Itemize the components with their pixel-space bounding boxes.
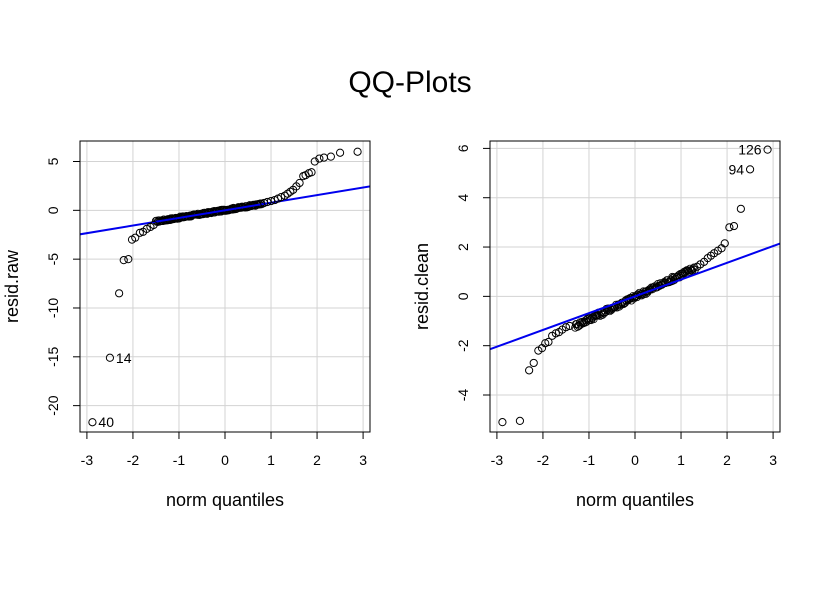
data-point [736,204,745,213]
data-point [88,418,97,427]
x-tick-label: 3 [359,452,367,468]
y-tick-label: 4 [455,194,471,202]
y-axis-label: resid.raw [2,249,22,323]
qq-reference-line [490,242,780,351]
data-point [115,289,124,298]
data-point [286,187,295,196]
data-point [124,255,133,264]
x-tick-label: -2 [127,452,140,468]
data-point [326,152,335,161]
data-point [529,358,538,368]
y-tick-label: -20 [45,395,61,415]
plot-area [490,145,780,427]
x-tick-label: 2 [313,452,321,468]
data-point [277,193,286,202]
qq-plot-panel-clean: -3 -2 -1 0 1 2 3 -4 -2 0 2 4 6 norm quantiles resid.cl… [412,140,781,510]
data-point [525,366,534,375]
data-point [266,196,276,206]
y-tick-label: 0 [455,292,471,300]
x-tick-label: 2 [723,452,731,468]
y-tick-label: -4 [455,389,471,402]
data-point [725,223,734,232]
data-point [307,168,316,177]
x-tick-label: 1 [677,452,685,468]
data-point [729,221,739,231]
data-point [515,416,525,426]
x-tick-label: 3 [769,452,777,468]
data-point [335,148,345,157]
data-point [745,165,755,174]
data-point [149,220,158,230]
plot-area [80,147,370,427]
point-label: 40 [98,414,114,430]
x-tick-label: 0 [221,452,229,468]
x-tick-label: -3 [81,452,94,468]
y-tick-label: -10 [45,298,61,318]
plot-frame [489,140,781,433]
qq-reference-line [80,185,370,236]
y-tick-label: 5 [45,157,61,165]
point-label: 126 [738,142,762,158]
data-point [544,337,553,347]
data-point [565,321,574,331]
data-point [310,157,319,166]
data-point [319,153,329,162]
x-axis-label: norm quantiles [166,490,284,510]
data-point [135,228,144,237]
data-point [353,147,362,156]
data-point [263,197,272,207]
x-axis-label: norm quantiles [576,490,694,510]
data-point [119,256,128,265]
y-tick-label: -15 [45,346,61,366]
y-tick-label: -2 [455,339,471,352]
data-point [131,233,140,242]
x-tick-label: -1 [583,452,596,468]
data-point [315,154,324,163]
bulk-point [689,264,698,273]
y-tick-label: 0 [45,206,61,214]
x-tick-label: -1 [173,452,186,468]
y-tick-label: 6 [455,144,471,152]
data-point [105,353,115,362]
data-point [763,145,772,154]
figure-title: QQ-Plots [348,66,471,99]
x-tick-label: 1 [267,452,275,468]
data-point [498,418,507,427]
data-point [283,189,292,198]
data-point [561,323,571,332]
x-tick-label: 0 [631,452,639,468]
point-label: 14 [116,350,132,366]
data-point [295,178,304,188]
x-tick-label: -2 [537,452,550,468]
y-axis-label: resid.clean [412,243,432,330]
plot-frame [79,140,371,433]
data-point [280,191,289,200]
x-tick-label: -3 [491,452,504,468]
y-tick-label: -5 [45,253,61,266]
point-label: 94 [729,161,745,177]
data-point [720,239,729,248]
y-tick-label: 2 [455,243,471,251]
